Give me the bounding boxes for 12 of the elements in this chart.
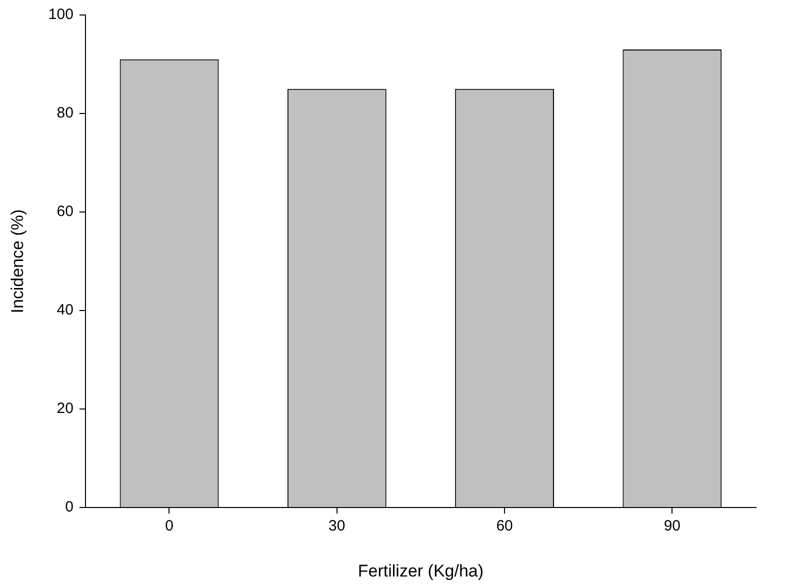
y-axis-title: Incidence (%) <box>8 209 27 314</box>
x-tick-label: 0 <box>165 518 174 535</box>
y-tick-label: 60 <box>56 203 74 220</box>
x-axis-title: Fertilizer (Kg/ha) <box>358 561 484 580</box>
y-tick-label: 20 <box>56 400 74 418</box>
y-tick-label: 0 <box>65 498 74 516</box>
y-tick-label: 40 <box>56 302 74 319</box>
x-tick-label: 60 <box>496 518 513 535</box>
x-tick-label: 30 <box>328 518 346 535</box>
x-tick-label: 90 <box>664 518 681 535</box>
y-tick-label: 80 <box>56 104 74 122</box>
y-tick-label: 100 <box>48 6 74 24</box>
